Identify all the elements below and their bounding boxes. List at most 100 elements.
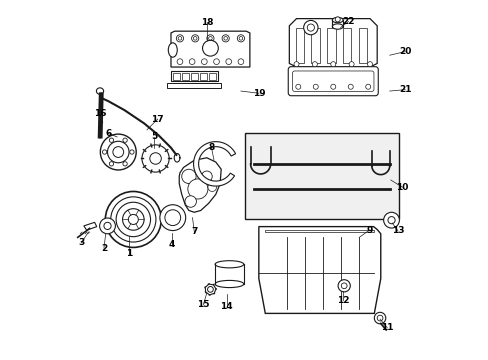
Circle shape: [337, 280, 349, 292]
Circle shape: [201, 171, 212, 182]
Text: 11: 11: [380, 323, 393, 332]
Circle shape: [303, 21, 317, 35]
Polygon shape: [83, 222, 97, 230]
Circle shape: [365, 84, 370, 89]
Circle shape: [176, 35, 183, 42]
Text: 20: 20: [398, 47, 410, 56]
FancyBboxPatch shape: [292, 71, 373, 91]
Circle shape: [312, 62, 317, 67]
Text: 17: 17: [151, 114, 163, 123]
Polygon shape: [179, 158, 221, 212]
Circle shape: [109, 138, 113, 142]
Circle shape: [193, 37, 197, 40]
Polygon shape: [289, 19, 376, 67]
Bar: [295, 28, 304, 63]
Circle shape: [335, 17, 340, 22]
Ellipse shape: [332, 17, 343, 23]
Bar: [171, 71, 217, 81]
Bar: [199, 73, 206, 80]
Bar: [182, 73, 188, 80]
Circle shape: [373, 312, 385, 324]
Circle shape: [387, 217, 394, 224]
Circle shape: [237, 35, 244, 42]
Text: 6: 6: [105, 129, 111, 138]
Circle shape: [184, 196, 196, 207]
Text: 4: 4: [168, 240, 175, 249]
Circle shape: [367, 62, 372, 67]
Circle shape: [239, 37, 242, 40]
Circle shape: [293, 62, 298, 67]
Circle shape: [313, 84, 318, 89]
Circle shape: [164, 210, 180, 226]
Circle shape: [177, 59, 183, 64]
Text: 18: 18: [200, 18, 213, 27]
Circle shape: [182, 169, 196, 184]
Circle shape: [202, 40, 218, 56]
Polygon shape: [171, 31, 249, 67]
Text: 1: 1: [125, 249, 132, 258]
Circle shape: [187, 179, 207, 199]
Text: 14: 14: [220, 302, 232, 311]
FancyBboxPatch shape: [287, 67, 378, 96]
Circle shape: [107, 141, 129, 163]
Circle shape: [122, 162, 127, 166]
Circle shape: [191, 35, 198, 42]
Text: 5: 5: [151, 132, 157, 141]
Bar: [190, 73, 198, 80]
Ellipse shape: [215, 261, 244, 268]
Circle shape: [178, 37, 182, 40]
Text: 10: 10: [395, 183, 407, 192]
Circle shape: [128, 215, 138, 225]
Text: 21: 21: [398, 85, 410, 94]
Ellipse shape: [215, 280, 244, 288]
Circle shape: [341, 283, 346, 289]
Polygon shape: [193, 141, 235, 186]
Circle shape: [116, 202, 150, 237]
Circle shape: [122, 138, 127, 142]
Text: 13: 13: [391, 226, 404, 235]
Text: 8: 8: [208, 143, 214, 152]
Text: 3: 3: [78, 238, 84, 247]
Circle shape: [110, 197, 156, 242]
Ellipse shape: [332, 24, 343, 29]
Circle shape: [225, 59, 231, 64]
Circle shape: [348, 62, 353, 67]
Circle shape: [295, 84, 300, 89]
Circle shape: [201, 59, 207, 64]
Bar: [208, 73, 215, 80]
Circle shape: [100, 134, 136, 170]
Circle shape: [189, 59, 195, 64]
Text: 16: 16: [94, 109, 106, 118]
Circle shape: [160, 205, 185, 230]
Text: 9: 9: [366, 226, 372, 235]
Text: 12: 12: [336, 296, 348, 305]
Circle shape: [113, 147, 123, 157]
Circle shape: [129, 150, 134, 154]
Circle shape: [238, 59, 244, 64]
Bar: [172, 73, 180, 80]
Circle shape: [206, 35, 214, 42]
Circle shape: [102, 150, 106, 154]
Circle shape: [224, 37, 227, 40]
Bar: [326, 28, 335, 63]
Circle shape: [213, 59, 219, 64]
Circle shape: [100, 218, 115, 234]
Circle shape: [149, 153, 161, 164]
Bar: [342, 28, 351, 63]
Circle shape: [208, 37, 212, 40]
Circle shape: [383, 212, 399, 228]
Bar: [311, 28, 320, 63]
Bar: [167, 83, 221, 88]
Circle shape: [207, 287, 213, 292]
Circle shape: [347, 84, 352, 89]
Text: 22: 22: [342, 17, 354, 26]
Circle shape: [376, 315, 382, 321]
Circle shape: [109, 162, 113, 166]
Polygon shape: [258, 226, 380, 314]
Bar: [358, 28, 366, 63]
Circle shape: [122, 209, 144, 230]
Circle shape: [142, 145, 169, 172]
Circle shape: [207, 183, 216, 192]
Ellipse shape: [168, 43, 177, 57]
Bar: [244, 134, 398, 220]
